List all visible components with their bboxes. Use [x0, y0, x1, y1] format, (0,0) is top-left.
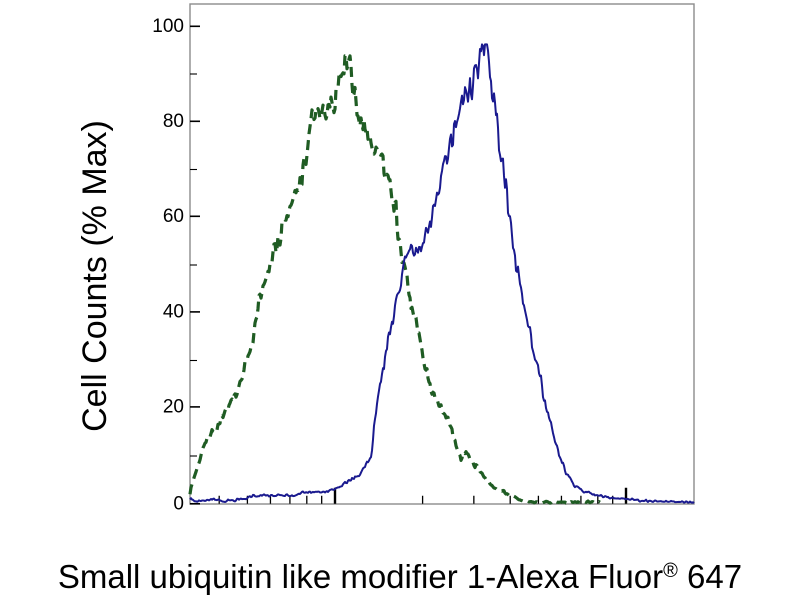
- svg-text:20: 20: [163, 397, 184, 418]
- svg-text:Small ubiquitin like modifier: Small ubiquitin like modifier 1-Alexa Fl…: [58, 558, 742, 595]
- svg-text:40: 40: [163, 302, 184, 323]
- svg-text:80: 80: [163, 111, 184, 132]
- svg-text:100: 100: [152, 16, 184, 37]
- svg-text:60: 60: [163, 206, 184, 227]
- svg-text:Cell Counts (% Max): Cell Counts (% Max): [76, 120, 114, 432]
- svg-text:0: 0: [173, 494, 184, 515]
